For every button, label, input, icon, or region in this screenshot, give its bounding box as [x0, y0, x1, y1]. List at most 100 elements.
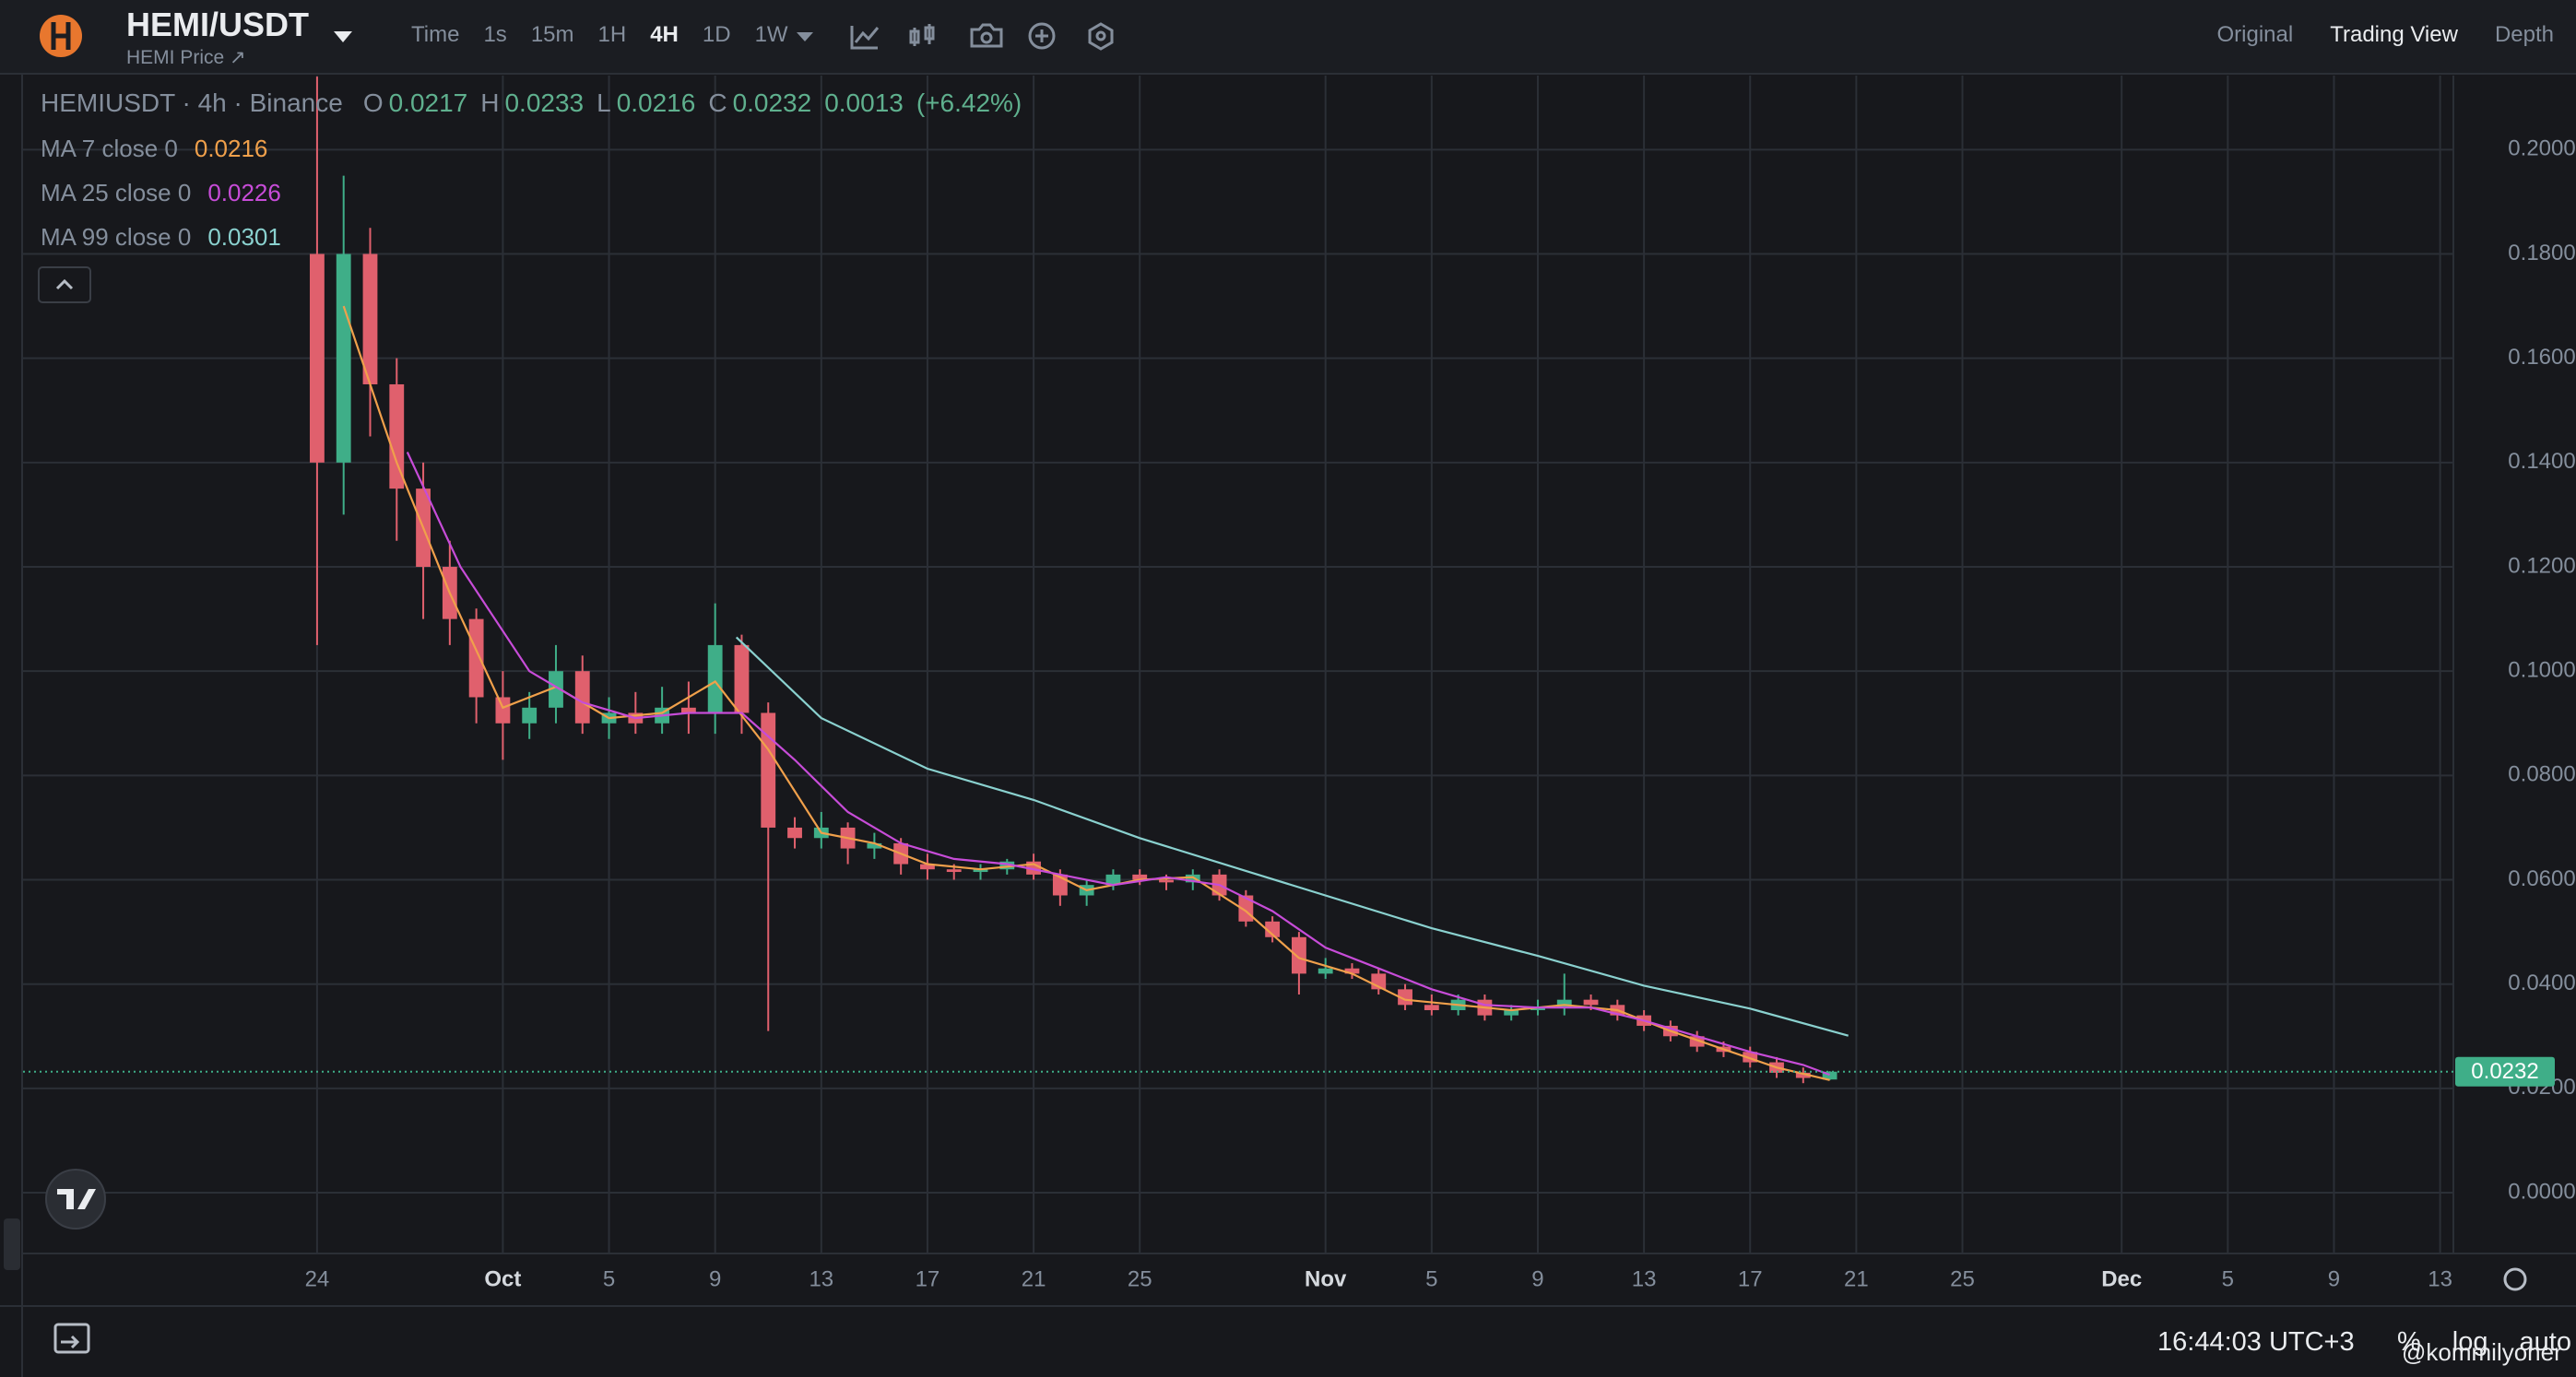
views: Original Trading View Depth — [2180, 22, 2555, 48]
add-icon[interactable] — [1028, 22, 1056, 50]
candle-body — [707, 644, 723, 713]
ma-name: MA 7 close 0 — [41, 135, 178, 162]
pair-title[interactable]: HEMI/USDT — [126, 6, 309, 43]
date-range-icon[interactable] — [53, 1323, 90, 1354]
interval[interactable]: 1H — [597, 22, 627, 47]
ohlc-label: L — [597, 88, 611, 117]
candle-body — [549, 671, 563, 708]
ma-line — [735, 636, 1849, 1037]
scale-option[interactable]: log — [2452, 1327, 2488, 1357]
interval[interactable]: Time — [411, 22, 460, 47]
candle-body — [1689, 1036, 1705, 1047]
ma-row: MA 7 close 0 0.0216 — [41, 135, 267, 163]
x-tick-label: 17 — [916, 1266, 940, 1291]
ma-row: MA 25 close 0 0.0226 — [41, 179, 281, 207]
candle-body — [680, 707, 696, 713]
candle-body — [1159, 879, 1174, 883]
y-tick-label: 0.1600 — [2508, 345, 2575, 370]
collapse-arrow — [55, 278, 74, 290]
view-tab[interactable]: Original — [2216, 22, 2294, 47]
candle-body — [1318, 968, 1333, 974]
ohlc-label: O — [362, 88, 384, 117]
scale-option[interactable]: % — [2397, 1327, 2421, 1357]
interval-caret[interactable] — [797, 32, 813, 41]
add-plus — [1035, 29, 1048, 42]
pair-caret[interactable] — [334, 31, 352, 42]
interval[interactable]: 1D — [702, 22, 731, 47]
x-tick-label: 5 — [1425, 1266, 1437, 1291]
clock: 16:44:03 UTC+3 — [2157, 1327, 2355, 1357]
symbol: HEMIUSDT · 4h · Binance — [41, 88, 343, 117]
interval[interactable]: 4H — [650, 22, 679, 47]
interval[interactable]: 1s — [483, 22, 507, 47]
camera-icon[interactable] — [970, 23, 1003, 48]
view-tab[interactable]: Depth — [2494, 22, 2554, 47]
x-tick-label: 21 — [1022, 1266, 1046, 1291]
axis-settings[interactable] — [2503, 1267, 2527, 1291]
x-tick-label: 5 — [603, 1266, 615, 1291]
candle-body — [999, 861, 1015, 870]
side-handle[interactable] — [4, 1218, 20, 1270]
settings-icon[interactable] — [1088, 22, 1114, 51]
y-tick-label: 0.0400 — [2508, 971, 2575, 995]
candle-body — [1344, 968, 1360, 974]
candle-body — [920, 864, 935, 870]
y-tick-label: 0.0800 — [2508, 762, 2575, 787]
last-price-label: 0.0232 — [2471, 1059, 2538, 1084]
change-pct: (+6.42%) — [916, 88, 1022, 117]
date-range-arrow — [61, 1335, 80, 1349]
x-tick-label: 9 — [709, 1266, 721, 1291]
marks: 0.0232 — [23, 76, 2555, 1087]
interval[interactable]: 1W — [754, 22, 788, 47]
x-tick-label: 24 — [305, 1266, 330, 1291]
candle-body — [1743, 1052, 1758, 1063]
x-tick-label: 25 — [1950, 1266, 1975, 1291]
ma-value: 0.0301 — [207, 223, 281, 251]
candle-body — [1504, 1009, 1519, 1016]
change: 0.0013 — [824, 88, 904, 117]
x-tick-label: 25 — [1128, 1266, 1152, 1291]
candle-body — [1556, 999, 1572, 1008]
intervals: Time 1s 15m 1H 4H 1D 1W — [411, 22, 812, 48]
x-tick-label: 21 — [1844, 1266, 1869, 1291]
collapse-button[interactable] — [38, 266, 91, 303]
ma-value: 0.0216 — [194, 135, 268, 162]
x-tick-label: Oct — [484, 1266, 521, 1291]
y-tick-label: 0.1200 — [2508, 553, 2575, 578]
candle-body — [1795, 1072, 1811, 1078]
candle-body — [522, 707, 538, 724]
candle-icon[interactable] — [909, 24, 935, 46]
scale-option[interactable]: auto — [2519, 1327, 2571, 1357]
view-tab[interactable]: Trading View — [2330, 22, 2458, 47]
y-tick-label: 0.0600 — [2508, 866, 2575, 891]
x-tick-label: Nov — [1305, 1266, 1347, 1291]
candle-body — [1132, 874, 1148, 880]
candle-body — [734, 644, 750, 713]
candle-body — [574, 671, 590, 724]
price-link-wrap[interactable]: HEMI Price ↗ — [126, 46, 246, 69]
interval[interactable]: 15m — [530, 22, 574, 47]
legend: HEMIUSDT · 4h · Binance O 0.0217 H 0.0233 L 0… — [41, 88, 1029, 118]
candle-body — [1291, 936, 1306, 974]
price-link[interactable]: HEMI Price — [126, 47, 225, 68]
indicator-icon[interactable] — [850, 26, 880, 50]
ohlc-value: 0.0216 — [616, 88, 696, 117]
candle-body — [468, 618, 484, 698]
candle-body — [389, 383, 405, 489]
spacer — [349, 88, 358, 118]
camera-lens — [980, 31, 993, 44]
x-tick-label: 9 — [2328, 1266, 2340, 1291]
tradingview-logo[interactable] — [45, 1169, 106, 1230]
candle-body — [1424, 1005, 1439, 1010]
y-tick-label: 0.2000 — [2508, 136, 2575, 161]
ma-line — [406, 452, 1830, 1077]
candle-body — [1105, 874, 1121, 886]
x-tick-label: 13 — [1632, 1266, 1657, 1291]
watermark: @kommilyoner — [2402, 1338, 2562, 1366]
x-tick-label: 13 — [2428, 1266, 2452, 1291]
top-bar — [0, 0, 2576, 74]
candle-body — [973, 869, 988, 873]
x-tick-label: 13 — [809, 1266, 833, 1291]
candle-body — [867, 842, 882, 849]
